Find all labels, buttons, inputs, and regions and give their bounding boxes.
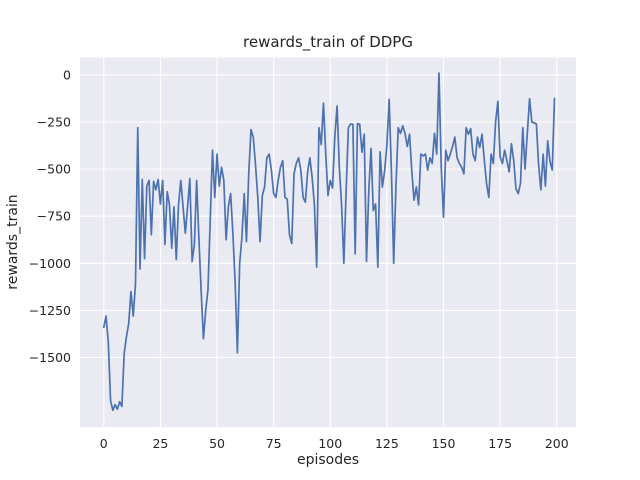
x-tick-label: 50 [209,436,225,451]
x-tick-label: 200 [545,436,569,451]
y-tick-label: −1500 [29,350,71,365]
y-tick-label: −250 [37,115,71,130]
y-axis-label: rewards_train [5,194,21,289]
y-tick-label: −500 [37,162,71,177]
y-tick-label: −1250 [29,303,71,318]
x-axis-label: episodes [297,452,359,468]
plot-background [80,57,576,428]
plot-layer: 0 25 50 75 100 125 150 175 200 0 −250 −500 −750 −1000… [29,57,576,451]
y-tick-label: −1000 [29,256,71,271]
y-tick-label: −750 [37,209,71,224]
x-tick-label: 100 [318,436,342,451]
x-tick-label: 175 [488,436,512,451]
y-tick-label: 0 [63,67,71,82]
x-tick-label: 25 [152,436,168,451]
reward-line [102,72,556,412]
chart-title: rewards_train of DDPG [243,33,413,52]
x-tick-label: 125 [375,436,399,451]
x-tick-label: 0 [100,436,108,451]
x-tick-label: 150 [432,436,456,451]
x-tick-label: 75 [266,436,282,451]
